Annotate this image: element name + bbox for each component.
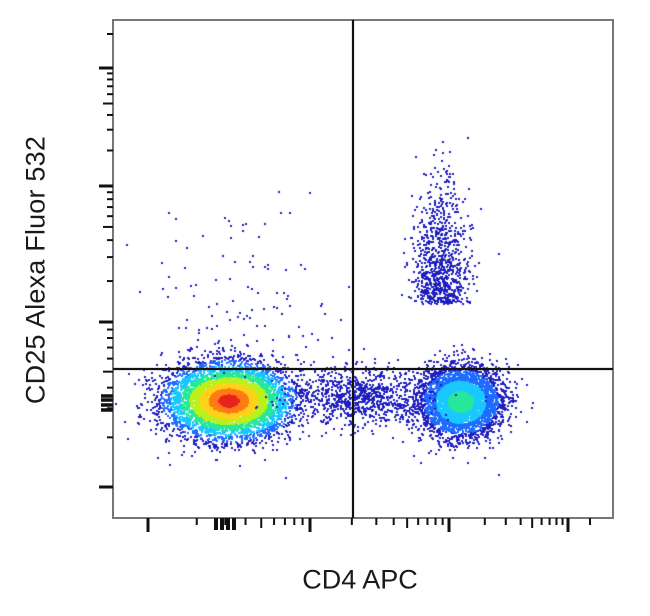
plot-frame (112, 19, 614, 519)
x-axis-label: CD4 APC (302, 564, 418, 595)
y-axis-label: CD25 Alexa Fluor 532 (20, 135, 51, 405)
